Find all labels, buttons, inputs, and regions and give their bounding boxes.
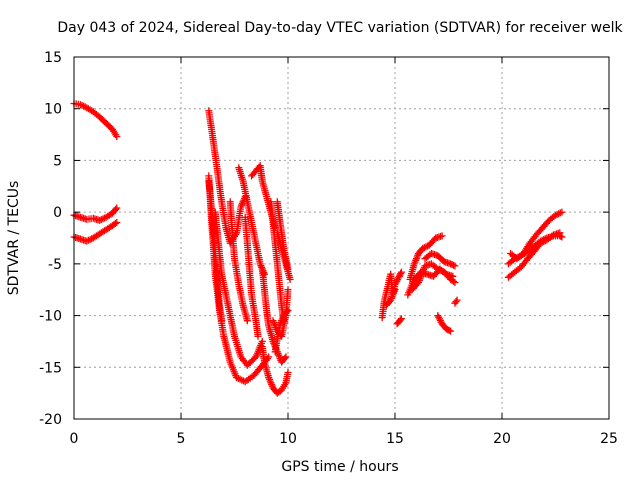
data-point [97,216,105,224]
data-point [78,101,86,109]
data-point [243,317,251,325]
series-s16 [258,343,292,397]
series-s22 [406,232,446,283]
y-tick-label: 15 [44,50,62,66]
data-point [451,279,459,286]
data-point [218,317,226,325]
data-point [447,327,455,335]
series-s2 [70,204,121,224]
x-tick-label: 10 [279,431,297,447]
y-tick-label: -15 [39,360,62,376]
data-point [83,237,91,245]
series-s1 [70,100,121,141]
data-point [99,215,107,223]
series-s26 [434,312,455,335]
data-point [396,316,404,324]
data-points [70,100,566,397]
series-s24 [408,260,459,294]
data-point [450,261,457,269]
x-tick-label: 20 [493,431,511,447]
data-point [435,266,443,274]
data-point [553,211,561,218]
data-point [434,265,442,273]
data-point [397,268,405,276]
series-s8 [235,164,268,278]
data-point [558,208,566,216]
series-s3 [70,219,121,245]
data-point [284,306,292,314]
data-point [538,236,546,244]
data-point [437,267,445,275]
y-tick-label: -20 [39,412,62,428]
data-point [452,298,460,306]
data-point [540,236,548,244]
data-point [281,354,289,362]
data-point [541,235,549,243]
y-tick-label: -5 [48,257,62,273]
series-s30 [507,208,566,263]
data-point [80,102,88,110]
series-s25 [421,250,459,270]
x-tick-label: 15 [386,431,404,447]
x-tick-label: 25 [600,431,618,447]
chart-title: Day 043 of 2024, Sidereal Day-to-day VTE… [57,20,623,36]
data-point [419,244,427,252]
x-tick-label: 0 [70,431,79,447]
data-point [286,275,294,283]
data-point [558,233,566,241]
data-point [420,244,428,252]
data-point [113,204,121,212]
plot-frame [73,56,610,420]
grid-lines [74,57,609,419]
data-point [422,243,430,251]
data-point [552,211,559,219]
data-point [254,332,262,340]
data-point [76,101,84,109]
data-point [451,262,459,270]
data-point [394,274,402,282]
x-axis-label: GPS time / hours [281,459,398,475]
series-s18 [271,306,292,356]
y-axis-label: SDTVAR / TECUs [6,181,22,296]
axes: 0 5 10 15 20 25 -20 -15 -10 -5 0 5 10 15 [39,50,618,447]
y-tick-label: -10 [39,309,62,325]
series-s20 [382,286,399,309]
data-point [112,205,120,213]
series-s21 [393,315,405,328]
y-tick-label: 5 [53,153,62,169]
data-point [111,220,119,227]
series-s10 [241,213,262,340]
data-point [537,237,544,245]
data-point [555,210,563,218]
data-point [283,308,291,316]
series-s15 [273,229,294,283]
data-point [113,133,121,141]
data-point [86,236,94,244]
series-s27 [451,296,461,307]
series-s9 [226,198,251,325]
data-point [282,353,290,361]
data-point [284,369,292,376]
data-point [397,270,405,277]
y-tick-label: 0 [53,205,62,221]
data-point [391,286,399,294]
series-s7 [211,208,266,369]
data-point [453,296,461,304]
y-tick-label: 10 [44,102,62,118]
data-point [450,277,457,285]
data-point [445,326,453,334]
data-point [438,232,446,240]
data-point [397,315,405,323]
data-point [284,286,292,294]
data-point [113,219,121,226]
x-tick-label: 5 [177,431,186,447]
data-point [96,216,104,224]
data-point [556,209,564,217]
